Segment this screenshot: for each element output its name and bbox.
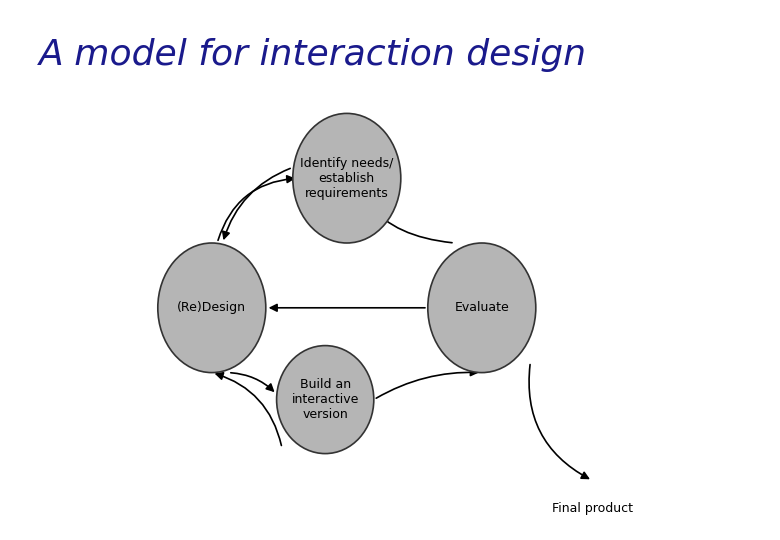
Ellipse shape <box>427 243 536 373</box>
Text: Final product: Final product <box>552 502 633 515</box>
Ellipse shape <box>292 113 401 243</box>
Text: Evaluate: Evaluate <box>455 301 509 314</box>
Text: Identify needs/
establish
requirements: Identify needs/ establish requirements <box>300 157 393 200</box>
Ellipse shape <box>158 243 266 373</box>
Text: Build an
interactive
version: Build an interactive version <box>292 378 359 421</box>
Text: A model for interaction design: A model for interaction design <box>39 38 587 72</box>
Text: (Re)Design: (Re)Design <box>177 301 246 314</box>
Ellipse shape <box>277 346 374 454</box>
